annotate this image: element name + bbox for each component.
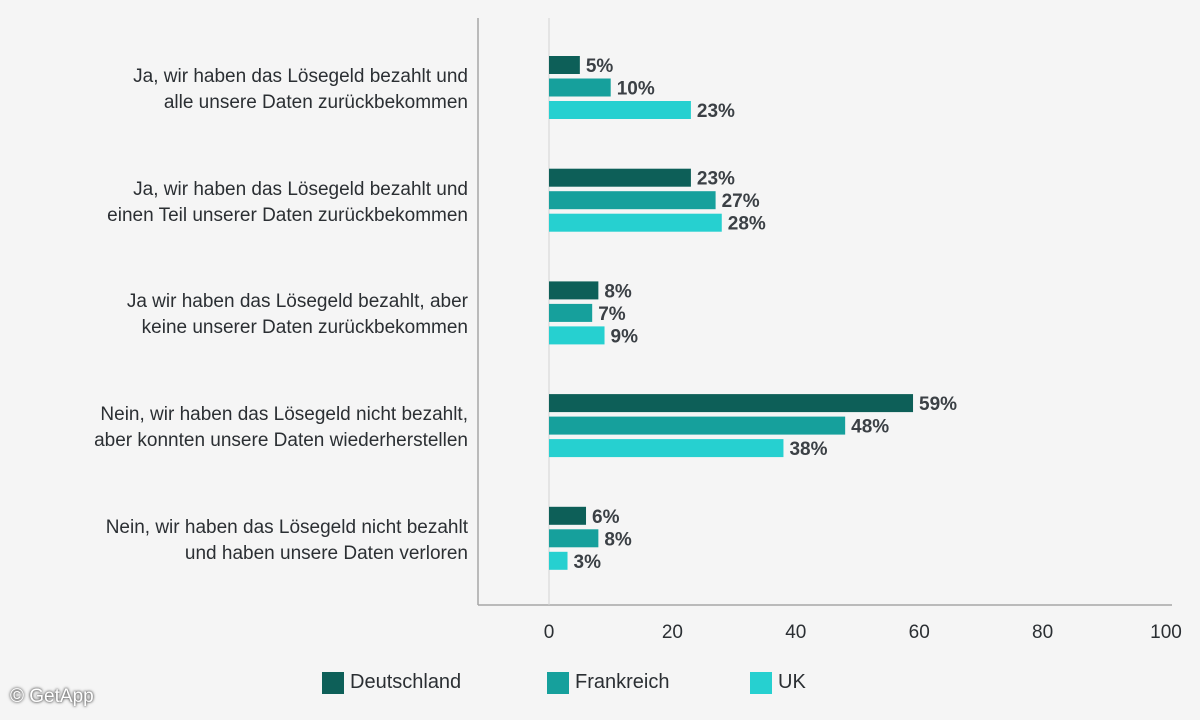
bar (549, 506, 587, 525)
bar (549, 551, 568, 570)
category-label: Nein, wir haben das Lösegeld nicht bezah… (94, 404, 468, 452)
bar (549, 416, 846, 435)
bar (549, 168, 691, 187)
legend-swatch (547, 671, 569, 694)
bar-value-label: 3% (574, 552, 602, 573)
bar (549, 394, 914, 413)
legend-label: Frankreich (575, 671, 670, 693)
bar-value-label: 7% (598, 304, 626, 325)
bar-value-label: 8% (604, 529, 632, 550)
x-tick-label: 80 (1032, 622, 1053, 643)
bar (549, 213, 722, 232)
x-tick-label: 0 (544, 622, 555, 643)
legend-item: Frankreich (547, 671, 669, 694)
bar (549, 439, 784, 458)
bar-value-label: 10% (617, 79, 655, 100)
category-label: Ja wir haben das Lösegeld bezahlt, aber … (126, 291, 468, 339)
bar-value-label: 38% (789, 439, 827, 460)
legend-swatch (322, 671, 344, 694)
bar-value-label: 8% (604, 281, 632, 302)
x-tick-label: 100 (1150, 622, 1182, 643)
bar-value-label: 9% (611, 326, 639, 347)
bar (549, 326, 605, 345)
legend-swatch (750, 671, 772, 694)
bar-value-label: 23% (697, 101, 735, 122)
bar-value-label: 59% (919, 394, 957, 415)
bar (549, 191, 716, 210)
bar (549, 303, 593, 322)
bar (549, 56, 580, 74)
legend-label: Deutschland (350, 671, 462, 693)
x-tick-label: 20 (662, 622, 683, 643)
category-label: Nein, wir haben das Lösegeld nicht bezah… (105, 516, 468, 564)
bar (549, 281, 599, 300)
bar (549, 78, 611, 97)
x-tick-label: 60 (909, 622, 930, 643)
bar (549, 101, 691, 119)
bar-value-label: 6% (592, 507, 620, 528)
legend-label: UK (778, 671, 806, 693)
category-label: Ja, wir haben das Lösegeld bezahlt und a… (133, 66, 468, 113)
bar-value-label: 27% (722, 191, 760, 212)
bar-value-label: 48% (851, 417, 889, 438)
bar-value-label: 28% (728, 214, 766, 235)
category-label: Ja, wir haben das Lösegeld bezahlt und e… (107, 178, 468, 226)
bar-value-label: 5% (586, 56, 614, 77)
bar (549, 529, 599, 548)
x-tick-label: 40 (785, 622, 806, 643)
copyright-notice: © GetApp (10, 686, 94, 707)
bar-value-label: 23% (697, 169, 735, 190)
legend-item: Deutschland (322, 671, 461, 694)
legend-item: UK (750, 671, 806, 694)
